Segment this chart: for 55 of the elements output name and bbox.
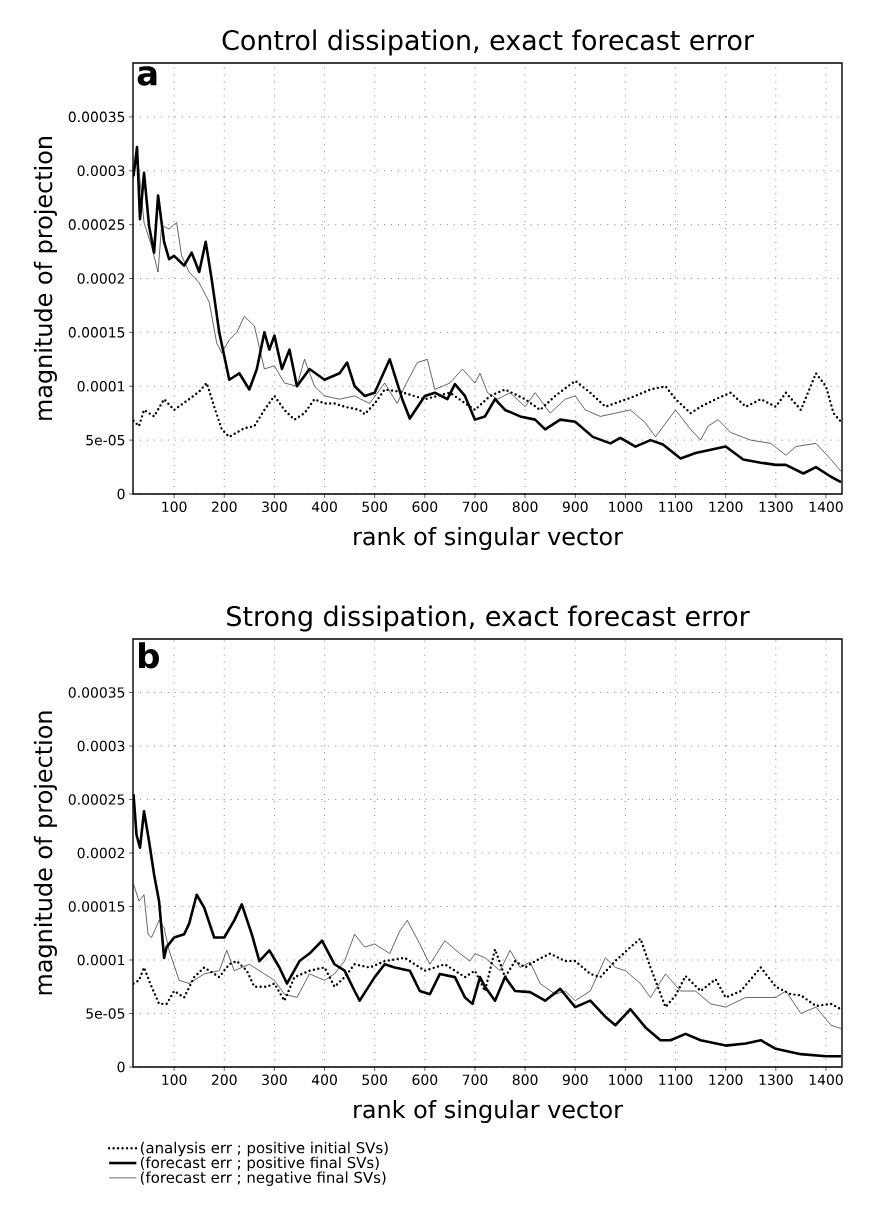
x-tick-label: 1200 [709, 501, 743, 513]
x-tick-label: 400 [311, 501, 337, 513]
chart-title: Control dissipation, exact forecast error [222, 29, 754, 56]
y-tick-label: 0.00015 [68, 901, 125, 912]
x-tick-label: 300 [262, 1074, 287, 1086]
y-tick-label: 0.0001 [77, 954, 125, 966]
annotation: b [139, 642, 159, 669]
x-axis-title: rank of singular vector [354, 1099, 623, 1124]
x-tick-label: 1400 [809, 501, 843, 513]
x-tick-label: 700 [462, 501, 488, 513]
x-tick-label: 1400 [809, 1074, 843, 1086]
chart-title: Strong dissipation, exact forecast error [227, 605, 750, 632]
y-tick-label: 0.00015 [68, 327, 125, 338]
legend-label: (analysis err ; positive initial SVs) [140, 1141, 388, 1157]
y-tick-label: 0 [117, 488, 125, 500]
y-axis-title: magnitude of projection [33, 136, 57, 420]
legend-label: (forecast err ; negative final SVs) [140, 1171, 386, 1186]
x-tick-label: 1100 [659, 501, 693, 513]
x-axis-title: rank of singular vector [354, 526, 623, 551]
x-tick-label: 1300 [759, 501, 793, 513]
x-tick-label: 800 [512, 501, 538, 513]
x-tick-label: 800 [512, 1074, 538, 1086]
x-tick-label: 1000 [609, 1074, 643, 1086]
x-tick-label: 1200 [709, 1074, 743, 1086]
legend-label: (forecast err ; positive final SVs) [140, 1156, 379, 1172]
x-tick-label: 600 [412, 501, 438, 513]
y-tick-label: 0.00025 [68, 794, 125, 805]
y-tick-label: 0.0003 [77, 165, 125, 177]
y-tick-label: 0.0001 [77, 380, 125, 392]
x-tick-label: 200 [211, 501, 237, 513]
y-tick-label: 5e-05 [86, 434, 125, 446]
y-tick-label: 0.00025 [68, 219, 125, 230]
y-tick-label: 0.0003 [77, 740, 125, 752]
x-tick-label: 700 [462, 1074, 488, 1086]
x-tick-label: 300 [262, 501, 287, 513]
y-tick-label: 0.0002 [77, 273, 125, 284]
x-tick-label: 100 [162, 1074, 187, 1086]
x-tick-label: 900 [562, 501, 588, 513]
y-tick-label: 0.0002 [77, 847, 125, 859]
x-tick-label: 200 [211, 1074, 237, 1086]
x-tick-label: 600 [412, 1074, 438, 1086]
annotation: a [137, 66, 157, 86]
y-tick-label: 5e-05 [86, 1008, 125, 1019]
y-axis-title: magnitude of projection [33, 711, 57, 995]
y-tick-label: 0.00035 [68, 111, 125, 123]
x-tick-label: 1300 [759, 1074, 793, 1086]
x-tick-label: 1100 [659, 1074, 693, 1086]
y-tick-label: 0.00035 [68, 687, 125, 698]
x-tick-label: 500 [362, 501, 388, 513]
x-tick-label: 900 [562, 1074, 588, 1086]
x-tick-label: 500 [362, 1074, 388, 1086]
y-tick-label: 0 [117, 1061, 125, 1073]
x-tick-label: 400 [311, 1074, 337, 1086]
x-tick-label: 1000 [609, 501, 643, 513]
x-tick-label: 100 [162, 501, 187, 513]
